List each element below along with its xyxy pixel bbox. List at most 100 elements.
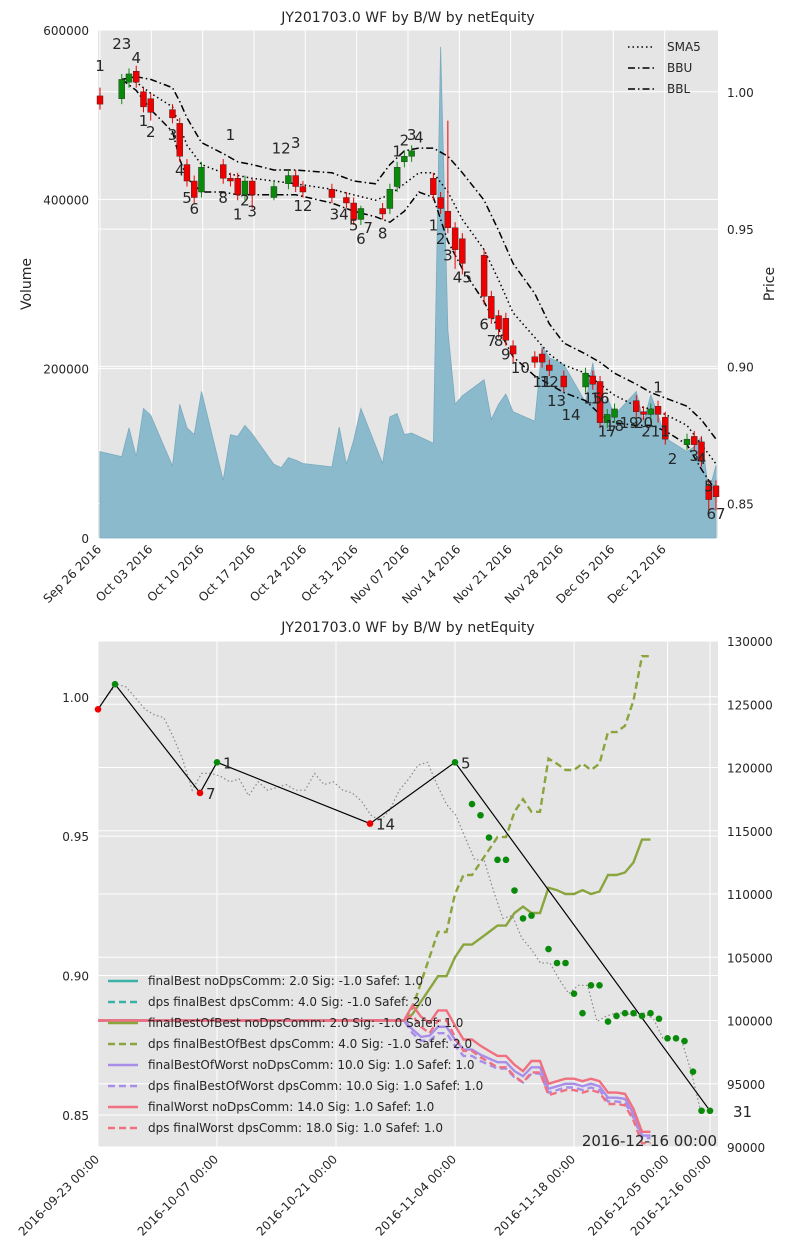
candle-annotation: 4 <box>131 49 141 67</box>
green-trade-dot <box>596 982 603 989</box>
green-trade-dot <box>477 811 484 819</box>
candle-annotation: 5 <box>349 216 359 234</box>
candle-body <box>502 318 510 341</box>
candle-body <box>705 485 712 500</box>
candle-body <box>538 353 546 363</box>
price-tick-label: 0.90 <box>62 970 89 984</box>
candle-annotation: 4 <box>697 450 707 468</box>
candle-annotation: 7 <box>487 332 497 350</box>
candle-body <box>96 95 104 105</box>
candle-annotation: 2 <box>668 450 678 468</box>
candle-body <box>169 109 176 119</box>
price-axis-label: Price <box>762 267 778 301</box>
candle-body <box>401 156 408 163</box>
candle-annotation: 3 <box>168 126 178 144</box>
candle-body <box>451 227 459 250</box>
trade-line: 17 14 5 31 <box>94 680 752 1121</box>
candle-body <box>459 238 466 264</box>
green-trade-dot <box>664 1034 671 1042</box>
candle-body <box>118 79 125 99</box>
green-trade-dot <box>698 1107 705 1115</box>
equity-tick-label: 120000 <box>727 762 773 776</box>
candle-annotation: 4 <box>175 162 185 180</box>
candle-body <box>191 180 198 198</box>
candle-body <box>654 405 662 415</box>
green-trade-dot <box>587 982 595 989</box>
bottom-corner-date: 2016-12-16 00:00 <box>582 1132 717 1150</box>
candle-body <box>219 164 227 179</box>
green-trade-dot <box>562 959 569 967</box>
green-trade-dot <box>213 758 221 766</box>
sma5-line <box>121 78 717 465</box>
candle-annotation: 19 <box>619 414 638 432</box>
green-trade-dot <box>706 1107 714 1115</box>
green-trade-dot <box>485 834 493 841</box>
candle-annotation: 5 <box>182 189 192 207</box>
candle-annotation: 12 <box>540 373 559 391</box>
green-trade-dot <box>613 1012 620 1020</box>
candle-annotation: 18 <box>605 417 624 435</box>
date-tick-label: 2016-12-05 00:00 <box>585 1152 671 1238</box>
equity-series-line <box>98 838 651 1022</box>
green-trade-dot <box>451 758 459 766</box>
candle-body <box>488 296 495 319</box>
price-tick-label: 0.85 <box>62 1109 89 1123</box>
candle-annotation: 5 <box>704 477 714 495</box>
candle-body <box>125 73 133 83</box>
red-trade-dot <box>366 820 374 827</box>
candle-annotation: 23 <box>112 35 131 53</box>
legend-label: finalWorst noDpsComm: 14.0 Sig: 1.0 Safe… <box>148 1100 434 1114</box>
equity-tick-label: 100000 <box>727 1015 773 1029</box>
green-trade-dot <box>528 912 535 919</box>
date-tick-label: 2016-09-23 00:00 <box>16 1152 102 1238</box>
candle-body <box>683 438 691 445</box>
green-trade-dot <box>494 856 501 864</box>
green-trade-dot <box>511 887 518 894</box>
candle-annotation: 13 <box>547 392 566 410</box>
volume-axis-label: Volume <box>19 258 35 310</box>
price-tick-label: 0.95 <box>62 830 89 844</box>
green-trade-dot <box>502 856 510 864</box>
candle-annotation: 8 <box>218 189 228 207</box>
equity-tick-label: 90000 <box>727 1141 765 1155</box>
candle-annotation: 6 <box>479 315 489 333</box>
green-trade-dot <box>468 800 476 808</box>
bbu-line <box>121 75 717 440</box>
legend-label: dps finalBestOfWorst dpsComm: 10.0 Sig: … <box>148 1079 483 1093</box>
candle-annotation: 1 <box>392 142 402 160</box>
candle-annotation: 6 <box>189 200 199 218</box>
candle-body <box>509 345 517 355</box>
candle-body <box>270 186 278 198</box>
candle-annotation: 1 <box>226 126 236 144</box>
candle-body <box>560 375 568 388</box>
candle-body <box>198 167 205 193</box>
candle-body <box>480 254 488 297</box>
legend-label: BBU <box>667 61 692 75</box>
volume-tick-label: 200000 <box>43 363 89 377</box>
candle-body <box>133 70 140 83</box>
candle-body <box>379 208 386 215</box>
legend-label: finalBestOfWorst noDpsComm: 10.0 Sig: 1.… <box>148 1058 475 1072</box>
candle-annotation: 3 <box>443 247 453 265</box>
candle-body <box>285 175 292 184</box>
equity-tick-label: 105000 <box>727 951 773 965</box>
candle-body <box>712 485 720 498</box>
green-trade-dot <box>545 945 552 953</box>
candle-body <box>430 178 437 195</box>
candle-annotation: 14 <box>562 406 581 424</box>
candle-body <box>393 167 401 187</box>
price-tick-label: 1.00 <box>727 86 754 100</box>
candle-annotation: 1 <box>660 422 670 440</box>
candle-annotation: 4 <box>414 129 424 147</box>
green-trade-dot <box>681 1037 688 1045</box>
date-tick-label: 2016-11-18 00:00 <box>492 1152 578 1238</box>
candle-body <box>495 315 502 330</box>
green-trade-dot <box>672 1034 680 1042</box>
candle-body <box>386 189 394 209</box>
equity-tick-label: 95000 <box>727 1078 765 1092</box>
candle-body <box>582 373 589 388</box>
candle-annotation: 1 <box>429 216 439 234</box>
candle-body <box>633 400 640 412</box>
trade-label: 31 <box>733 1103 752 1121</box>
